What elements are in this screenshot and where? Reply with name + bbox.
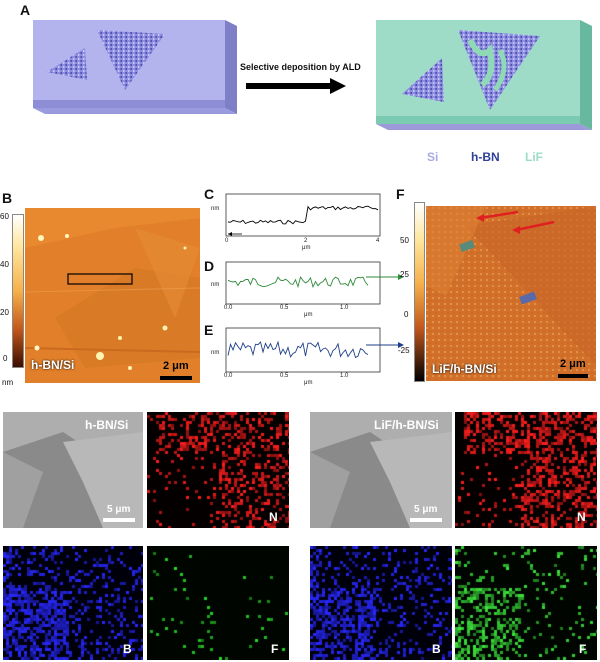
profile-d-ylabel: nm [211,282,220,288]
scale-bar-b [160,376,192,380]
profile-c-plot [225,193,381,237]
profile-c-xtick: 4 [376,238,380,244]
panel-label-f: F [396,186,405,202]
deposition-arrow [246,78,346,94]
sem-image-h: LiF/h-BN/Si 5 μm [310,412,452,528]
scale-text-h: 5 μm [414,504,438,515]
profile-e-xtick: 0.5 [280,373,289,379]
panel-label-d: D [204,258,215,274]
eds-g-f-label: F [271,642,279,656]
eds-g-n-label: N [269,510,278,524]
schematic-lif-coated [376,20,592,130]
profile-c-xlabel: μm [302,245,311,251]
panel-label-a: A [20,2,31,18]
panel-label-e: E [204,322,214,338]
colorbar-f-tick: 50 [400,236,409,245]
scale-text-f: 2 μm [560,358,586,370]
legend-hbn: h-BN [471,150,500,164]
colorbar-f-tick: 0 [404,310,409,319]
profile-e-xlabel: μm [304,380,313,386]
profile-c-xtick: 2 [304,238,308,244]
sem-image-g: h-BN/Si 5 μm [3,412,143,528]
colorbar-b-tick: 0 [3,354,8,363]
eds-map-g-f: F [147,546,289,660]
sem-h-label: LiF/h-BN/Si [374,418,439,432]
schematic-legend: Si h-BN LiF [415,150,575,166]
legend-lif: LiF [525,150,543,164]
profile-c-xtick: 0 [225,238,229,244]
profile-c-ylabel: nm [211,206,220,212]
scale-text-g: 5 μm [107,504,131,515]
eds-h-n-label: N [577,510,586,524]
profile-d-pointer [366,274,404,280]
arrow-caption: Selective deposition by ALD [240,62,361,72]
profile-e-xtick: 0.0 [224,373,233,379]
colorbar-f [414,202,425,382]
legend-si: Si [427,150,439,164]
hbn-flake-large [97,30,165,90]
profile-e-xtick: 1.0 [340,373,349,379]
scale-bar-f [558,374,588,378]
panel-label-b: B [2,190,13,206]
afm-f-label: LiF/h-BN/Si [432,362,497,376]
afm-image-f: LiF/h-BN/Si 2 μm [426,206,596,381]
eds-h-f-label: F [579,642,587,656]
scale-bar-h [410,518,442,522]
afm-image-b: h-BN/Si 2 μm [25,208,200,383]
profile-e-ylabel: nm [211,350,220,356]
eds-map-g-b: B [3,546,143,660]
eds-map-h-n: N [455,412,597,528]
profile-box [67,273,133,285]
eds-h-b-label: B [432,642,441,656]
eds-map-g-n: N [147,412,289,528]
colorbar-f-tick: -25 [398,346,410,355]
scale-text-b: 2 μm [163,360,189,372]
profile-e-plot [225,327,381,373]
scale-bar-g [103,518,135,522]
profile-d-xlabel: μm [304,312,313,318]
profile-d-xtick: 1.0 [340,305,349,311]
hbn-flake-small [47,48,87,80]
schematic-si-substrate [33,20,237,114]
panel-label-c: C [204,186,215,202]
colorbar-b [12,214,24,368]
profile-d-xtick: 0.0 [224,305,233,311]
profile-d-plot [225,261,381,305]
colorbar-b-unit: nm [2,378,14,387]
region-marker-green [459,239,475,253]
eds-map-h-b: B [310,546,452,660]
eds-g-b-label: B [123,642,132,656]
profile-d-xtick: 0.5 [280,305,289,311]
region-marker-blue [519,291,537,305]
colorbar-f-tick: 25 [400,270,409,279]
colorbar-b-tick: 20 [0,308,9,317]
profile-e-pointer [366,342,404,348]
sem-g-label: h-BN/Si [85,418,129,432]
colorbar-b-tick: 60 [0,212,9,221]
colorbar-b-tick: 40 [0,260,9,269]
eds-map-h-f: F [455,546,597,660]
afm-b-label: h-BN/Si [31,358,75,372]
